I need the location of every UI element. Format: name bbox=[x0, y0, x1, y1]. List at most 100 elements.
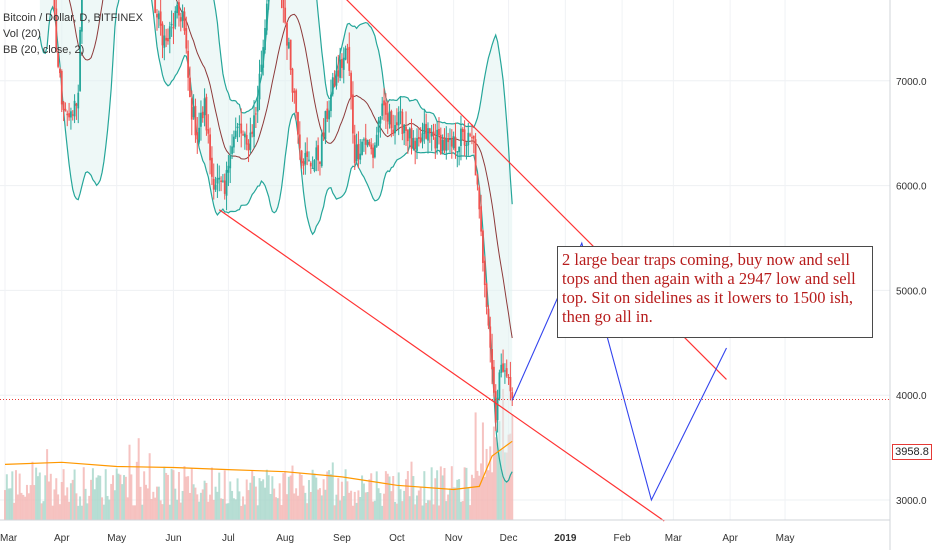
volume-bar bbox=[454, 487, 457, 520]
volume-bar bbox=[278, 483, 281, 520]
candle-body bbox=[200, 112, 202, 127]
volume-bar bbox=[280, 505, 283, 520]
volume-bar bbox=[47, 481, 50, 520]
candle-body bbox=[227, 165, 230, 173]
indicator-bb-label[interactable]: BB (20, close, 2) bbox=[3, 44, 85, 56]
candle-body bbox=[344, 48, 347, 60]
candle-body bbox=[192, 107, 195, 118]
volume-bar bbox=[220, 498, 223, 520]
volume-bar bbox=[225, 503, 228, 520]
volume-bar bbox=[176, 499, 179, 520]
candle-body bbox=[209, 134, 211, 161]
volume-bar bbox=[395, 503, 398, 520]
volume-bar bbox=[498, 421, 501, 520]
candle-body bbox=[472, 135, 475, 139]
last-price-label: 3958.8 bbox=[892, 444, 932, 460]
candle-body bbox=[302, 161, 305, 166]
volume-bar bbox=[421, 505, 424, 520]
volume-bar bbox=[307, 480, 310, 520]
candle-body bbox=[242, 134, 244, 136]
candle-body bbox=[201, 111, 204, 119]
candlesticks bbox=[53, 0, 514, 433]
volume-bar bbox=[79, 496, 82, 520]
candle-body bbox=[502, 363, 504, 372]
candle-body bbox=[289, 39, 292, 70]
candle-body bbox=[59, 68, 61, 74]
candle-body bbox=[483, 260, 486, 285]
volume-bar bbox=[201, 489, 204, 520]
candle-body bbox=[439, 134, 442, 154]
volume-bar bbox=[375, 471, 378, 520]
volume-bar bbox=[434, 478, 437, 520]
volume-bar bbox=[119, 474, 122, 520]
candle-body bbox=[500, 364, 503, 373]
candle-body bbox=[319, 161, 321, 164]
volume-bar bbox=[472, 478, 475, 520]
volume-bar bbox=[139, 486, 142, 520]
volume-bar bbox=[185, 476, 188, 520]
volume-bar bbox=[132, 505, 135, 520]
candle-body bbox=[341, 59, 343, 68]
candle-body bbox=[211, 157, 213, 177]
volume-bar bbox=[212, 499, 215, 520]
candle-body bbox=[168, 26, 171, 40]
candle-body bbox=[438, 128, 440, 136]
candle-body bbox=[373, 145, 376, 158]
candle-body bbox=[253, 115, 255, 137]
volume-bar bbox=[417, 490, 420, 520]
volume-bar bbox=[143, 471, 146, 520]
volume-bar bbox=[355, 502, 358, 520]
candle-body bbox=[474, 139, 477, 176]
volume-bar bbox=[331, 462, 334, 520]
volume-bar bbox=[430, 467, 433, 520]
volume-bar bbox=[487, 470, 490, 520]
volume-bar bbox=[227, 503, 230, 520]
candle-body bbox=[361, 141, 363, 155]
candle-body bbox=[185, 28, 188, 49]
indicator-volume-label[interactable]: Vol (20) bbox=[3, 28, 41, 40]
volume-bar bbox=[447, 494, 450, 520]
volume-ma-line bbox=[4, 440, 513, 491]
volume-bar bbox=[124, 476, 127, 520]
candle-body bbox=[66, 113, 69, 116]
volume-bar bbox=[262, 479, 265, 520]
volume-bar bbox=[240, 505, 243, 520]
volume-bar bbox=[234, 499, 237, 520]
candle-body bbox=[234, 130, 237, 138]
volume-bar bbox=[115, 468, 118, 520]
y-tick-label: 4000.0 bbox=[896, 391, 927, 402]
symbol-title[interactable]: Bitcoin / Dollar, D, BITFINEX bbox=[3, 12, 143, 24]
candle-body bbox=[170, 23, 173, 26]
candle-body bbox=[436, 129, 439, 149]
candle-body bbox=[313, 160, 316, 171]
volume-bar bbox=[130, 474, 133, 520]
candle-body bbox=[405, 126, 407, 131]
volume-bar bbox=[328, 470, 331, 520]
candle-body bbox=[388, 111, 391, 125]
lower-trendline bbox=[218, 209, 665, 522]
candle-body bbox=[487, 308, 490, 326]
volume-bar bbox=[242, 496, 245, 520]
volume-bar bbox=[311, 469, 314, 520]
volume-bar bbox=[29, 485, 32, 520]
candle-body bbox=[70, 111, 72, 118]
candle-body bbox=[212, 178, 215, 190]
volume-bar bbox=[412, 476, 415, 520]
candle-body bbox=[425, 124, 428, 139]
volume-bar bbox=[95, 477, 98, 520]
candle-body bbox=[377, 120, 380, 133]
candle-body bbox=[154, 0, 157, 13]
volume-bar bbox=[485, 448, 488, 520]
candle-body bbox=[417, 137, 420, 139]
y-tick-label: 7000.0 bbox=[896, 77, 927, 88]
volume-bar bbox=[205, 482, 208, 520]
candle-body bbox=[245, 134, 248, 145]
candle-body bbox=[62, 101, 65, 110]
volume-bar bbox=[329, 474, 332, 520]
volume-bar bbox=[353, 491, 356, 520]
volume-bar bbox=[304, 492, 307, 520]
volume-bar bbox=[373, 500, 376, 520]
candle-body bbox=[306, 151, 309, 157]
annotation-note[interactable]: 2 large bear traps coming, buy now and s… bbox=[557, 246, 873, 338]
